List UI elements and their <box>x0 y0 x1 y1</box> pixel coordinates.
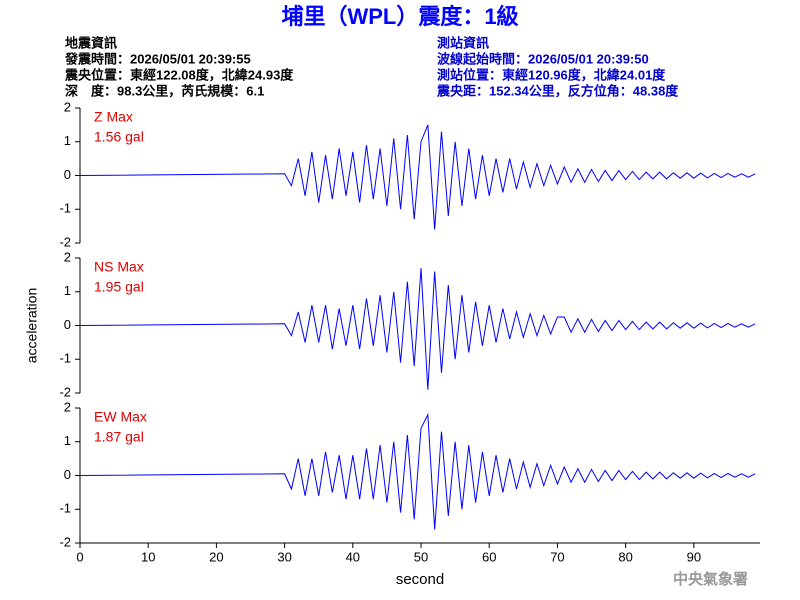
x-tick-label: 40 <box>346 549 360 564</box>
x-tick-label: 80 <box>618 549 632 564</box>
waveform <box>79 412 756 530</box>
info-line: 地震資訊 <box>65 35 117 50</box>
x-axis-label: second <box>396 571 444 588</box>
chart-title: 埔里（WPL）震度：1級 <box>281 4 518 29</box>
info-line: 發震時間：2026/05/01 20:39:55 <box>64 51 251 66</box>
info-line: 深 度：98.3公里，芮氏規模：6.1 <box>65 83 264 98</box>
x-tick-label: 50 <box>414 549 428 564</box>
max-value: 1.95 gal <box>94 279 144 295</box>
y-tick-label: 1 <box>64 283 71 298</box>
y-tick-label: 2 <box>64 249 71 264</box>
max-title: EW Max <box>94 409 147 425</box>
y-tick-label: 2 <box>64 99 71 114</box>
max-title: NS Max <box>94 259 144 275</box>
y-tick-label: -2 <box>59 534 71 549</box>
y-tick-label: -2 <box>59 234 71 249</box>
y-tick-label: 0 <box>64 167 71 182</box>
y-tick-label: -1 <box>59 351 71 366</box>
y-tick-label: -2 <box>59 384 71 399</box>
y-tick-label: 0 <box>64 317 71 332</box>
info-line: 測站位置：東經120.96度，北緯24.01度 <box>437 67 666 82</box>
x-tick-label: 60 <box>482 549 496 564</box>
info-line: 測站資訊 <box>437 35 489 50</box>
waveform <box>79 124 756 230</box>
footer: 中央氣象署 <box>673 570 748 588</box>
max-value: 1.56 gal <box>94 129 144 145</box>
y-tick-label: 1 <box>64 433 71 448</box>
y-tick-label: -1 <box>59 201 71 216</box>
info-line: 波線起始時間：2026/05/01 20:39:50 <box>437 51 649 66</box>
info-line: 震央位置：東經122.08度，北緯24.93度 <box>64 67 294 82</box>
max-title: Z Max <box>94 109 133 125</box>
y-tick-label: 0 <box>64 467 71 482</box>
y-tick-label: 2 <box>64 399 71 414</box>
x-tick-label: 0 <box>76 549 83 564</box>
y-tick-label: -1 <box>59 501 71 516</box>
waveform <box>79 268 756 390</box>
x-tick-label: 10 <box>141 549 155 564</box>
x-tick-label: 20 <box>209 549 223 564</box>
y-axis-label: acceleration <box>24 288 40 364</box>
x-tick-label: 30 <box>277 549 291 564</box>
max-value: 1.87 gal <box>94 429 144 445</box>
x-tick-label: 70 <box>550 549 564 564</box>
info-line: 震央距：152.34公里，反方位角：48.38度 <box>436 83 679 98</box>
y-tick-label: 1 <box>64 133 71 148</box>
x-tick-label: 90 <box>687 549 701 564</box>
